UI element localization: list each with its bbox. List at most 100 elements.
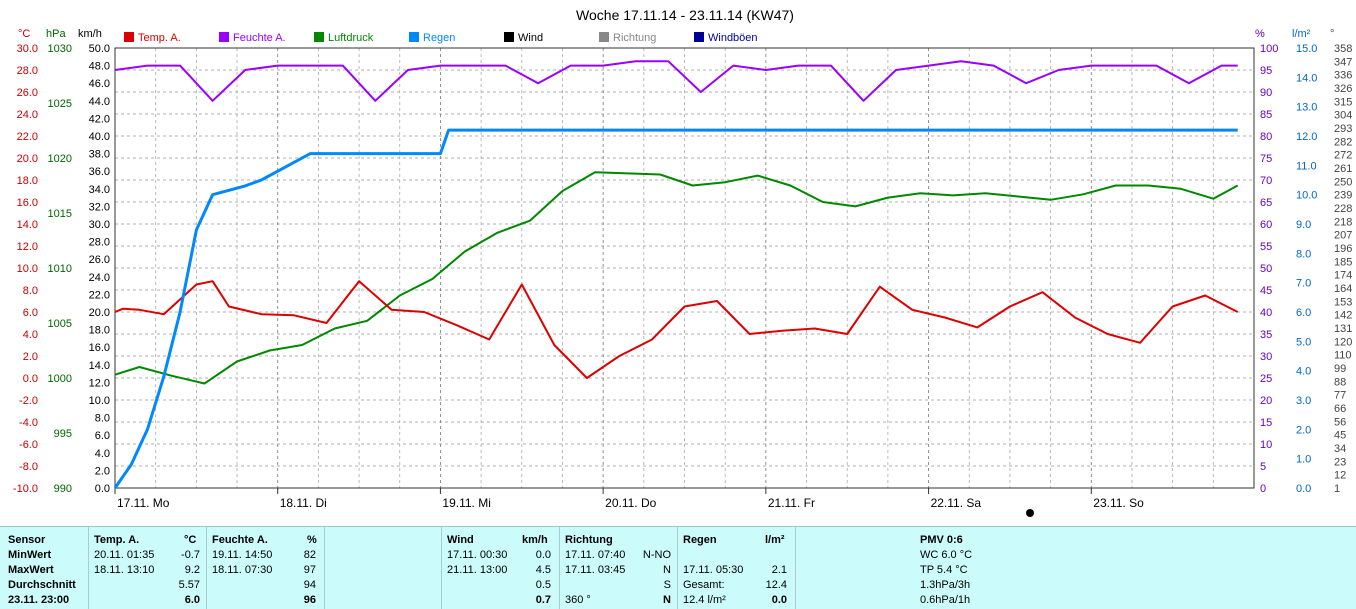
hdr-wind: Wind xyxy=(447,534,474,546)
humidity-axis-tick: 30 xyxy=(1260,351,1272,363)
legend-label-0: Temp. A. xyxy=(138,32,181,44)
wind-axis-tick: 26.0 xyxy=(89,254,110,266)
wind-axis-tick: 18.0 xyxy=(89,325,110,337)
x-axis-labels: 17.11. Mo 18.11. Di 19.11. Mi 20.11. Do 21.1… xyxy=(114,488,1144,517)
wind-axis-tick: 48.0 xyxy=(89,61,110,73)
wind-axis-tick: 50.0 xyxy=(89,43,110,55)
temp-min-value: -0.7 xyxy=(181,549,200,561)
axes: 30.028.026.024.022.020.018.016.014.012.0… xyxy=(13,43,1352,495)
pmv-dewpoint: TP 5.4 °C xyxy=(920,564,968,576)
stats-col-humidity: Feuchte A. % 19.11. 14:50 82 18.11. 07:3… xyxy=(207,527,325,609)
rain-total-label: Gesamt: xyxy=(683,579,725,591)
direction-axis-tick: 218 xyxy=(1334,216,1352,228)
wind-axis-tick: 42.0 xyxy=(89,113,110,125)
wind-axis-tick: 22.0 xyxy=(89,289,110,301)
rain-axis-tick: 14.0 xyxy=(1296,72,1317,84)
rain-axis-tick: 7.0 xyxy=(1296,278,1311,290)
rain-axis-tick: 1.0 xyxy=(1296,454,1311,466)
legend-label-3: Regen xyxy=(423,32,455,44)
wind-axis-tick: 4.0 xyxy=(95,448,110,460)
row-label-avg: Durchschnitt xyxy=(8,579,76,591)
wind-max-value: 4.5 xyxy=(535,564,551,576)
wind-axis-tick: 10.0 xyxy=(89,395,110,407)
hdr-temp: Temp. A. xyxy=(94,534,140,546)
legend-swatch-5 xyxy=(599,32,609,42)
direction-axis-tick: 120 xyxy=(1334,336,1352,348)
humidity-unit-label: % xyxy=(1255,28,1265,40)
direction-axis-tick: 336 xyxy=(1334,70,1352,82)
wind-axis-tick: 2.0 xyxy=(95,465,110,477)
rain-axis-tick: 3.0 xyxy=(1296,395,1311,407)
temp-axis-tick: -8.0 xyxy=(19,461,38,473)
wind-axis-tick: 40.0 xyxy=(89,131,110,143)
temp-axis-tick: 14.0 xyxy=(17,219,38,231)
wind-axis-tick: 20.0 xyxy=(89,307,110,319)
humidity-axis-tick: 80 xyxy=(1260,131,1272,143)
wind-axis-tick: 8.0 xyxy=(95,413,110,425)
hum-max-time: 18.11. 07:30 xyxy=(212,564,273,576)
wind-max-time: 21.11. 13:00 xyxy=(447,564,508,576)
wind-axis-tick: 28.0 xyxy=(89,237,110,249)
direction-axis-tick: 347 xyxy=(1334,56,1352,68)
dir-min-time: 17.11. 07:40 xyxy=(565,549,626,561)
pmv-pressure-1h: 0.6hPa/1h xyxy=(920,594,971,606)
x-label-4: 21.11. Fr xyxy=(768,496,815,510)
legend-swatch-4 xyxy=(504,32,514,42)
humidity-axis-tick: 65 xyxy=(1260,197,1272,209)
rain-axis-tick: 4.0 xyxy=(1296,366,1311,378)
dir-current-value: N xyxy=(663,594,671,606)
temp-max-time: 18.11. 13:10 xyxy=(94,564,155,576)
temp-axis-tick: 22.0 xyxy=(17,131,38,143)
direction-axis-tick: 228 xyxy=(1334,203,1352,215)
pressure-axis-tick: 1005 xyxy=(48,318,72,330)
pressure-axis-tick: 995 xyxy=(54,428,72,440)
hum-current-value: 96 xyxy=(303,594,316,606)
rain-unit-label: l/m² xyxy=(1292,28,1311,40)
pressure-axis-tick: 1025 xyxy=(48,98,72,110)
humidity-axis-tick: 20 xyxy=(1260,395,1272,407)
temp-axis-tick: -10.0 xyxy=(13,483,38,495)
pressure-axis-tick: 1015 xyxy=(48,208,72,220)
legend: Temp. A. Feuchte A. Luftdruck Regen Wind Rich… xyxy=(124,32,758,44)
wind-axis-tick: 16.0 xyxy=(89,342,110,354)
temp-axis-tick: 6.0 xyxy=(23,307,38,319)
direction-axis-tick: 164 xyxy=(1334,283,1352,295)
direction-axis-tick: 239 xyxy=(1334,190,1352,202)
wind-axis-tick: 14.0 xyxy=(89,360,110,372)
wind-axis-tick: 32.0 xyxy=(89,201,110,213)
humidity-axis-tick: 45 xyxy=(1260,285,1272,297)
x-label-0: 17.11. Mo xyxy=(117,496,170,510)
wind-axis-tick: 36.0 xyxy=(89,166,110,178)
direction-axis-tick: 315 xyxy=(1334,96,1352,108)
pressure-axis-tick: 1020 xyxy=(48,153,72,165)
temp-axis-tick: -6.0 xyxy=(19,439,38,451)
humidity-axis-tick: 90 xyxy=(1260,87,1272,99)
rain-axis-tick: 12.0 xyxy=(1296,131,1317,143)
rain-axis-tick: 9.0 xyxy=(1296,219,1311,231)
weather-week-chart: Woche 17.11.14 - 23.11.14 (KW47) °C hPa … xyxy=(13,7,1352,517)
hum-min-value: 82 xyxy=(303,549,316,561)
wind-axis-tick: 44.0 xyxy=(89,96,110,108)
legend-label-1: Feuchte A. xyxy=(233,32,286,44)
rain-axis-tick: 5.0 xyxy=(1296,336,1311,348)
legend-label-6: Windböen xyxy=(708,32,758,44)
wind-axis-tick: 30.0 xyxy=(89,219,110,231)
hdr-sensor: Sensor xyxy=(8,534,46,546)
rain-axis-tick: 8.0 xyxy=(1296,248,1311,260)
hdr-hum: Feuchte A. xyxy=(212,534,268,546)
dir-max-time: 17.11. 03:45 xyxy=(565,564,626,576)
hdr-temp-unit: °C xyxy=(184,534,197,546)
humidity-axis-tick: 40 xyxy=(1260,307,1272,319)
direction-axis-tick: 110 xyxy=(1334,350,1352,362)
chart-title: Woche 17.11.14 - 23.11.14 (KW47) xyxy=(576,7,794,23)
humidity-axis-tick: 5 xyxy=(1260,461,1266,473)
wind-current-value: 0.7 xyxy=(535,594,551,606)
stats-col-wind: Wind km/h 17.11. 00:30 0.0 21.11. 13:00 … xyxy=(442,527,560,609)
temp-axis-tick: -4.0 xyxy=(19,417,38,429)
humidity-axis-tick: 75 xyxy=(1260,153,1272,165)
humidity-axis-tick: 25 xyxy=(1260,373,1272,385)
legend-label-2: Luftdruck xyxy=(328,32,374,44)
temp-current-value: 6.0 xyxy=(184,594,200,606)
wind-avg-value: 0.5 xyxy=(535,579,551,591)
pmv-windchill: WC 6.0 °C xyxy=(920,549,973,561)
